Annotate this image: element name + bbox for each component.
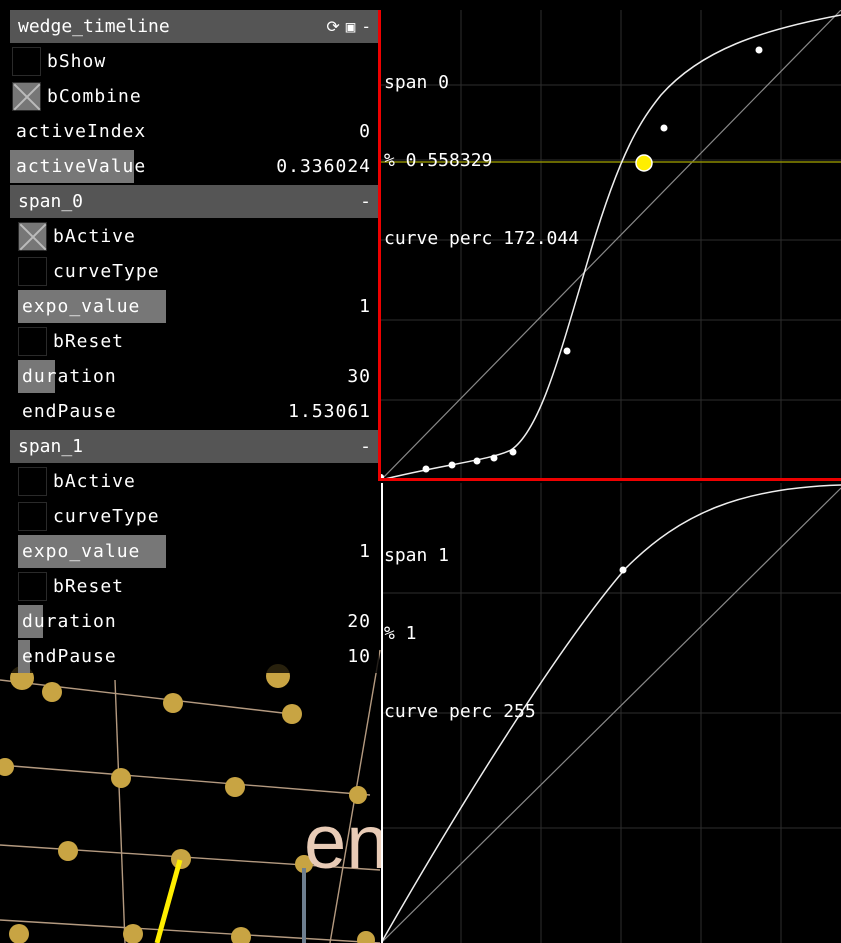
span0-header[interactable]: span_0 - [10,185,379,218]
linear-reference-line [381,10,841,480]
span0-graph-curve: curve perc 172.044 [384,228,580,249]
span0-duration-label: duration [22,366,117,387]
span0-expo-slider[interactable]: expo_value 1 [10,290,379,323]
span0-title: span_0 [18,191,84,212]
playhead-marker[interactable] [635,154,653,172]
span1-breset-label: bReset [53,576,125,597]
bcombine-label: bCombine [47,86,142,107]
span0-duration-slider[interactable]: duration 30 [10,360,379,393]
span0-expo-value: 1 [359,296,371,317]
active-index-value: 0 [359,121,371,142]
span1-duration-slider[interactable]: duration 20 [10,605,379,638]
span1-breset-toggle[interactable]: bReset [10,570,379,603]
span1-header[interactable]: span_1 - [10,430,379,463]
span1-curvetype-toggle[interactable]: curveType [10,500,379,533]
span1-title: span_1 [18,436,84,457]
selection-border-bottom [378,478,841,481]
active-value-label: activeValue [16,156,147,177]
minimize-icon[interactable]: - [361,17,371,36]
span1-expo-value: 1 [359,541,371,562]
active-value-value: 0.336024 [276,156,371,177]
active-index-field[interactable]: activeIndex 0 [10,115,379,148]
span1-endpause-slider[interactable]: endPause 10 [10,640,379,673]
bcombine-toggle[interactable]: bCombine [10,80,379,113]
span1-graph-text: span 1 % 1 curve perc 255 [384,491,536,751]
checkbox[interactable] [18,502,47,531]
span0-curve-graph[interactable] [381,10,841,480]
minimize-icon[interactable]: - [360,191,371,212]
panel-header[interactable]: wedge_timeline ⟳ ▣ - [10,10,379,43]
checkbox[interactable] [18,257,47,286]
span0-duration-value: 30 [347,366,371,387]
linear-reference-line [381,487,841,943]
save-icon[interactable]: ▣ [345,17,356,36]
span0-endpause-slider[interactable]: endPause 1.53061 [10,395,379,428]
slider-fill [10,150,134,183]
span1-bactive-label: bActive [53,471,136,492]
slider-fill [18,360,55,393]
span1-bactive-toggle[interactable]: bActive [10,465,379,498]
span1-duration-label: duration [22,611,117,632]
span0-graph-title: span 0 [384,72,450,93]
span1-graph-pct: % 1 [384,623,417,644]
checkbox[interactable] [18,572,47,601]
active-value-slider[interactable]: activeValue 0.336024 [10,150,379,183]
checkbox[interactable] [18,467,47,496]
span1-endpause-label: endPause [22,646,117,667]
bshow-label: bShow [47,51,107,72]
slider-fill [18,535,166,568]
span0-expo-label: expo_value [22,296,141,317]
span1-duration-value: 20 [347,611,371,632]
span0-curvetype-toggle[interactable]: curveType [10,255,379,288]
checkbox-checked[interactable] [12,82,41,111]
span1-expo-label: expo_value [22,541,141,562]
refresh-icon[interactable]: ⟳ [326,17,340,36]
slider-fill [18,640,31,673]
span1-curve-graph[interactable] [381,483,841,943]
span1-curvetype-label: curveType [53,506,160,527]
selection-border-left [378,10,381,481]
gui-panel[interactable]: wedge_timeline ⟳ ▣ - bShow bCombine acti… [10,10,379,675]
span0-breset-label: bReset [53,331,125,352]
checkbox-checked[interactable] [18,222,47,251]
span0-curvetype-label: curveType [53,261,160,282]
checkbox[interactable] [18,327,47,356]
active-index-label: activeIndex [16,121,147,142]
span1-endpause-value: 10 [347,646,371,667]
panel-title: wedge_timeline [18,16,170,37]
span0-graph-pct: % 0.558329 [384,150,493,171]
span1-curve [381,484,841,943]
span1-graph-title: span 1 [384,545,450,566]
span0-bactive-toggle[interactable]: bActive [10,220,379,253]
slider-fill [18,605,43,638]
span0-bactive-label: bActive [53,226,136,247]
background-label: en [304,800,383,885]
bshow-toggle[interactable]: bShow [10,45,379,78]
span0-graph-text: span 0 % 0.558329 curve perc 172.044 [384,18,579,278]
span1-graph-curve: curve perc 255 [384,701,536,722]
minimize-icon[interactable]: - [360,436,371,457]
span0-endpause-value: 1.53061 [288,401,371,422]
span1-expo-slider[interactable]: expo_value 1 [10,535,379,568]
checkbox[interactable] [12,47,41,76]
span0-endpause-label: endPause [22,401,117,422]
span0-breset-toggle[interactable]: bReset [10,325,379,358]
slider-fill [18,290,166,323]
